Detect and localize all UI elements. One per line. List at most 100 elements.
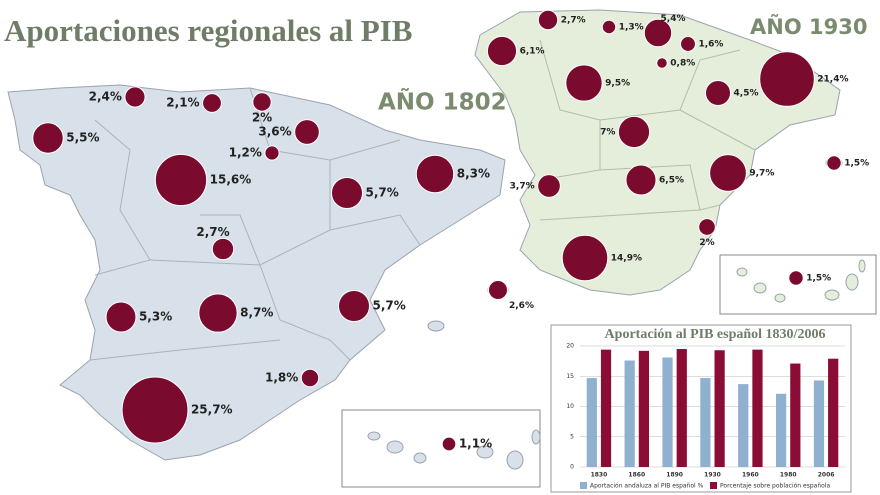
bubble	[826, 155, 842, 171]
bubble	[625, 164, 657, 196]
bubble-label: 1,2%	[229, 146, 262, 160]
bar	[676, 349, 687, 467]
bubble	[211, 237, 235, 261]
bar	[600, 349, 612, 467]
bubble	[198, 293, 238, 333]
bubble-label: 2,1%	[166, 96, 199, 110]
bubble-label: 0,8%	[670, 59, 695, 69]
x-tick-label: 1830	[591, 472, 608, 479]
x-tick-label: 1980	[780, 472, 797, 479]
bubble	[709, 154, 747, 192]
bubble	[121, 376, 189, 444]
bubble-label: 7%	[600, 128, 615, 138]
bubble	[486, 35, 518, 67]
x-tick-label: 2006	[818, 472, 835, 479]
bubble	[264, 145, 280, 161]
bubble	[565, 64, 603, 102]
y-tick-label: 10	[566, 403, 574, 410]
bubble	[300, 368, 320, 388]
bubble-label: 4,5%	[734, 89, 759, 99]
bar	[752, 349, 763, 467]
y-tick-label: 20	[566, 343, 574, 350]
bubble	[537, 174, 561, 198]
bubble-label: 15,6%	[210, 173, 252, 187]
canarias-islands	[367, 429, 541, 470]
bubble	[601, 19, 617, 35]
y-tick-label: 5	[570, 433, 574, 440]
bubble	[680, 36, 696, 52]
x-tick-label: 1930	[704, 472, 721, 479]
y-tick-label: 0	[570, 464, 574, 471]
bar	[828, 358, 839, 467]
legend-swatch	[710, 482, 717, 489]
bubble	[561, 234, 609, 282]
bubble	[656, 57, 668, 69]
bubble-label: 8,7%	[240, 306, 273, 320]
bubble-label: 2,6%	[509, 301, 534, 311]
bubble-label: 2%	[252, 111, 272, 125]
chart-title: Aportación al PIB español 1830/2006	[605, 327, 826, 342]
bubble-label: 5,4%	[661, 14, 686, 24]
bubble-label: 14,9%	[611, 254, 642, 264]
bubble-label: 1,5%	[844, 159, 869, 169]
bubble	[759, 51, 815, 107]
bubble-label: 21,4%	[817, 75, 848, 85]
bubble	[788, 270, 804, 286]
x-tick-label: 1860	[628, 472, 645, 479]
bubble	[202, 93, 222, 113]
map-title: AÑO 1930	[750, 14, 867, 39]
bubble-label: 3,6%	[258, 125, 291, 139]
bubble-label: 1,6%	[698, 40, 723, 50]
bubble	[330, 176, 364, 210]
bar	[714, 350, 725, 467]
bubble-label: 5,7%	[373, 299, 406, 313]
bar	[624, 360, 635, 467]
bubble	[617, 115, 651, 149]
bubble-label: 5,5%	[66, 131, 99, 145]
bubble-label: 1,8%	[265, 371, 298, 385]
bubble	[441, 436, 457, 452]
bubble	[252, 92, 272, 112]
bubble	[32, 122, 64, 154]
bubble	[154, 153, 208, 207]
legend-label: Porcentaje sobre población española	[720, 483, 830, 490]
bar	[813, 380, 825, 467]
map-title: AÑO 1802	[378, 88, 507, 116]
bubble-label: 5,3%	[139, 310, 172, 324]
bubble	[294, 119, 320, 145]
bubble	[337, 289, 371, 323]
bubble-label: 2,4%	[89, 90, 122, 104]
bubble	[643, 18, 673, 48]
map-1802-borders	[89, 87, 421, 361]
bubble	[105, 301, 137, 333]
bubble-label: 3,7%	[510, 182, 535, 192]
bar	[775, 393, 787, 467]
map-1930-borders	[539, 39, 756, 221]
canarias-inset	[341, 409, 541, 488]
bubble	[124, 86, 146, 108]
island	[427, 320, 445, 332]
bubble-label: 2%	[699, 238, 714, 248]
bar	[662, 357, 673, 467]
bubble	[704, 79, 732, 107]
bar	[700, 378, 711, 467]
bar	[586, 378, 597, 467]
bubble-label: 25,7%	[191, 403, 233, 417]
bubble	[698, 218, 716, 236]
bar	[738, 384, 749, 467]
bubble	[537, 9, 559, 31]
bubble-label: 2,7%	[196, 225, 229, 239]
map-1802-shape	[7, 84, 506, 461]
bubble	[487, 279, 509, 301]
canarias-islands	[736, 259, 866, 303]
legend-swatch	[580, 482, 587, 489]
bubble	[415, 154, 455, 194]
bubble-label: 1,1%	[459, 437, 492, 451]
bar	[638, 350, 650, 467]
legend-label: Aportación andaluza al PIB español %	[590, 483, 704, 490]
bubble-label: 2,7%	[561, 16, 586, 26]
title: Aportaciones regionales al PIB	[4, 13, 412, 48]
x-tick-label: 1960	[742, 472, 759, 479]
bubble-label: 6,1%	[520, 47, 545, 57]
